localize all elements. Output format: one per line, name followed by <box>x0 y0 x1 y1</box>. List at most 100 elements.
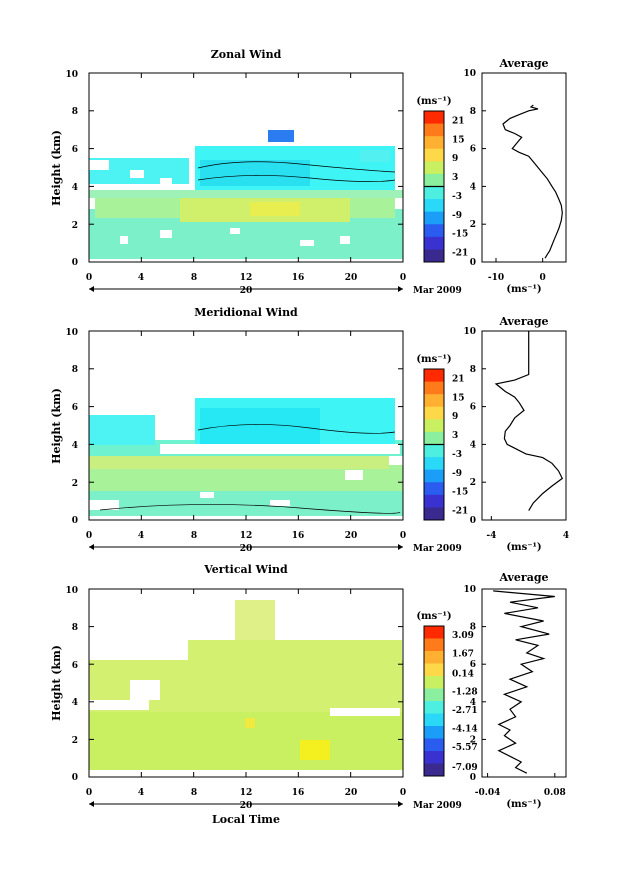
zonal-ytick-0: 0 <box>72 258 78 268</box>
average-xtick-0: -10 <box>488 273 504 283</box>
average-ytick-2: 10 <box>463 585 476 595</box>
colorbar-2-swatch <box>424 626 444 639</box>
heatmap-ticks-0 <box>88 72 404 263</box>
average-ytick-1: 10 <box>463 327 476 337</box>
meridional-xtick-4: 4 <box>138 531 144 541</box>
colorbar-0-swatch <box>424 136 444 150</box>
colorbar-2-swatch <box>424 701 444 714</box>
average-xtick-1: -4 <box>486 531 496 541</box>
colorbar-0: (ms⁻¹)21 15 9 3 -3 -9 -15 -21 <box>416 96 468 263</box>
colorbar-1-swatch <box>424 494 444 508</box>
colorbar-1-unit: (ms⁻¹) <box>416 354 451 365</box>
colorbar-2-swatch <box>424 738 444 752</box>
average-ytick-0: 8 <box>470 107 476 117</box>
average-xlabel-2: (ms⁻¹) <box>506 799 541 810</box>
meridional-xtick-8: 8 <box>191 531 197 541</box>
meridional-month-label: Mar 2009 <box>413 544 462 554</box>
colorbar-0-swatch <box>424 236 444 250</box>
vertical-wind-title: Vertical Wind <box>203 563 288 576</box>
zonal-ytick-8: 8 <box>72 107 78 117</box>
colorbar-1-tick: -21 <box>452 507 468 517</box>
colorbar-1-tick: -3 <box>452 450 462 460</box>
vertical-wind-xlabel: Local Time <box>212 813 280 826</box>
average-ytick-2: 4 <box>470 698 476 708</box>
colorbar-0-swatch <box>424 148 444 162</box>
colorbar-2-unit: (ms⁻¹) <box>416 611 451 622</box>
average-frame-2 <box>481 588 567 778</box>
colorbar-1-swatch <box>424 369 444 383</box>
colorbar-0-swatch <box>424 186 444 200</box>
meridional-ytick-4: 4 <box>72 441 78 451</box>
zonal-xtick-16: 16 <box>292 273 305 283</box>
colorbar-0-tick: 9 <box>452 154 458 164</box>
colorbar-0-swatch <box>424 249 444 263</box>
meridional-ytick-6: 6 <box>72 403 78 413</box>
average-ytick-1: 6 <box>470 403 476 413</box>
colorbar-1-swatch <box>424 469 444 483</box>
average-xlabel-1: (ms⁻¹) <box>506 542 541 553</box>
zonal-xtick-12: 12 <box>240 273 253 283</box>
zonal-xtick-0: 0 <box>86 273 92 283</box>
meridional-xtick-0: 0 <box>86 531 92 541</box>
average-xtick-2: -0.04 <box>475 788 501 798</box>
colorbar-2-tick: -5.57 <box>452 743 478 753</box>
colorbar-0-tick: -3 <box>452 192 462 202</box>
meridional-ytick-0: 0 <box>72 516 78 526</box>
colorbar-0-tick: -21 <box>452 249 468 259</box>
zonal-ytick-6: 6 <box>72 145 78 155</box>
heatmap-ticks-2 <box>88 588 404 778</box>
zonal-wind-heatmap <box>89 130 403 259</box>
average-ytick-1: 8 <box>470 365 476 375</box>
average-ytick-2: 2 <box>470 735 476 745</box>
colorbar-1-tick: 9 <box>452 412 458 422</box>
average-ytick-1: 2 <box>470 478 476 488</box>
meridional-ytick-8: 8 <box>72 365 78 375</box>
zonal-ytick-10: 10 <box>65 70 78 80</box>
colorbar-0-swatch <box>424 111 444 125</box>
colorbar-0-swatch <box>424 173 444 187</box>
zonal-xtick-24: 0 <box>400 273 406 283</box>
colorbar-1: (ms⁻¹)21 15 9 3 -3 -9 -15 -21 <box>416 354 468 521</box>
zonal-ytick-2: 2 <box>72 221 78 231</box>
average-ytick-2: 8 <box>470 623 476 633</box>
vertical-wind-heatmap <box>89 600 403 770</box>
colorbar-0-tick: -9 <box>452 211 462 221</box>
colorbar-2-swatch <box>424 638 444 652</box>
colorbar-2-swatch <box>424 763 444 777</box>
colorbar-2-swatch <box>424 726 444 739</box>
meridional-date-label: 20 <box>240 544 253 554</box>
colorbar-2-swatch <box>424 676 444 689</box>
colorbar-2-swatch <box>424 688 444 702</box>
colorbar-2: (ms⁻¹)3.09 1.67 0.14 -1.28 -2.71 -4.14 -5.57 -7… <box>416 611 478 777</box>
vertical-ytick-0: 0 <box>72 773 78 783</box>
vertical-xtick-8: 8 <box>191 788 197 798</box>
zonal-date-label: 20 <box>240 286 253 296</box>
vertical-xtick-12: 12 <box>240 788 253 798</box>
average-xtick-0: 0 <box>540 273 546 283</box>
colorbar-1-swatch <box>424 457 444 471</box>
meridional-ytick-10: 10 <box>65 328 78 338</box>
average-frame-1 <box>481 330 567 521</box>
colorbar-0-tick: 15 <box>452 135 465 145</box>
meridional-xtick-12: 12 <box>240 531 253 541</box>
vertical-xtick-20: 20 <box>345 788 358 798</box>
average-profile-line-0 <box>502 104 563 259</box>
average-profile-line-1 <box>494 331 564 511</box>
vertical-wind-panel: Vertical Wind Height (km) 0 2 4 6 8 10 0… <box>50 563 462 826</box>
vertical-wind-ylabel: Height (km) <box>50 645 63 721</box>
average-title-2: Average <box>498 571 548 584</box>
vertical-xtick-0: 0 <box>86 788 92 798</box>
average-ytick-2: 6 <box>470 660 476 670</box>
average-title-0: Average <box>498 57 548 70</box>
colorbar-2-tick: 3.09 <box>452 631 474 641</box>
colorbar-1-swatch <box>424 406 444 420</box>
colorbar-0-tick: -15 <box>452 230 468 240</box>
average-panel-1: Average 0 2 4 6 8 10 -4 4 (ms⁻¹) <box>463 315 569 553</box>
colorbar-1-swatch <box>424 431 444 445</box>
average-profile-line-2 <box>493 590 555 774</box>
colorbar-0-swatch <box>424 199 444 213</box>
vertical-ytick-8: 8 <box>72 623 78 633</box>
zonal-month-label: Mar 2009 <box>413 286 462 296</box>
average-ytick-0: 6 <box>470 145 476 155</box>
